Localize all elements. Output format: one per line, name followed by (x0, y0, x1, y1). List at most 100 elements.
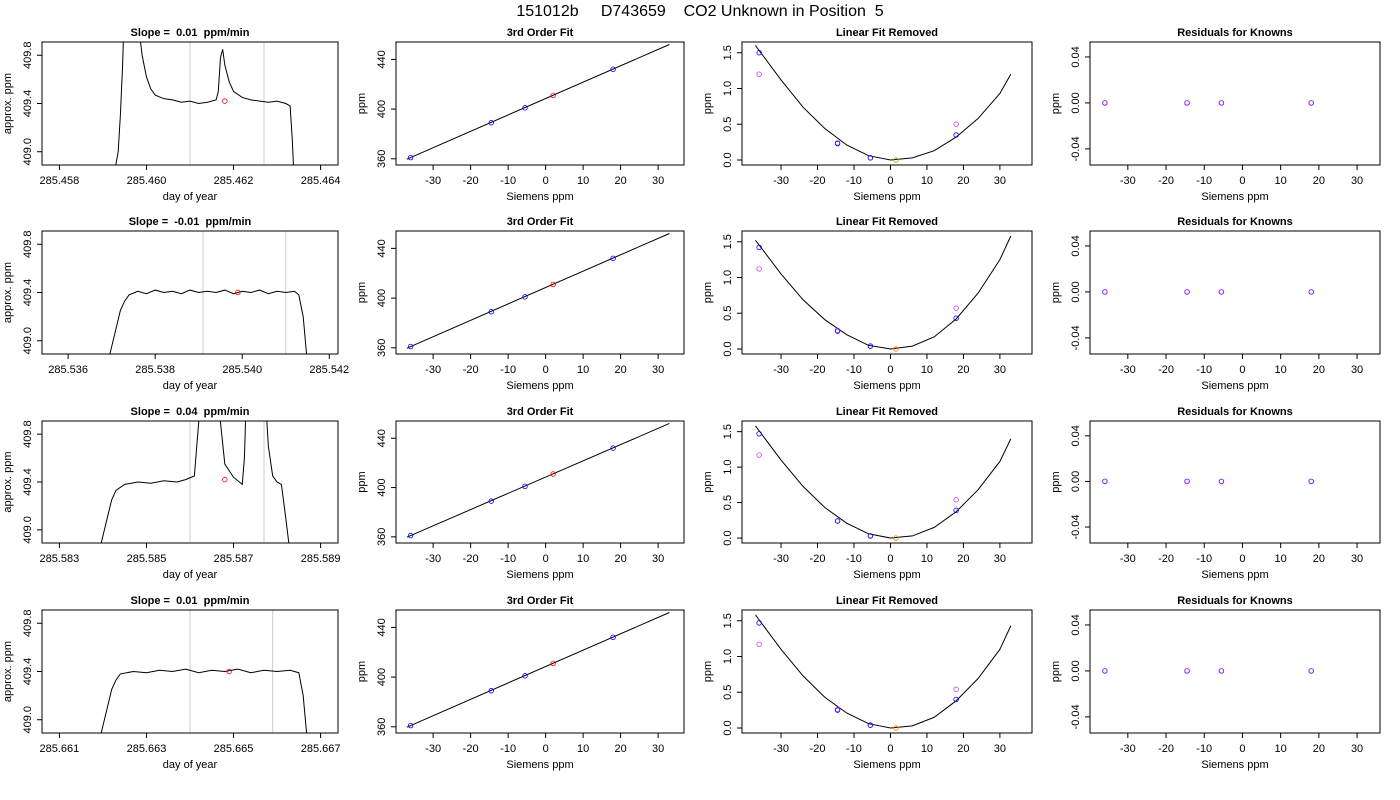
x-tick-label: -10 (500, 743, 516, 755)
marker-point (226, 668, 232, 675)
x-tick-label: 30 (652, 743, 664, 755)
y-tick-label: 409.4 (22, 658, 34, 686)
y-axis-label: ppm (702, 661, 714, 682)
plot-frame (1089, 609, 1381, 734)
fit-line (406, 44, 670, 160)
data-point (756, 452, 762, 458)
y-tick-label: 1.0 (722, 459, 734, 474)
data-point (522, 294, 528, 300)
data-point (610, 255, 616, 262)
x-tick-label: -20 (810, 743, 826, 755)
plot-frame (741, 609, 1033, 734)
panel-title: Residuals for Knowns (1177, 595, 1293, 607)
y-axis-label: ppm (1050, 282, 1062, 303)
x-tick-label: -30 (425, 364, 441, 376)
x-tick-label: 10 (577, 743, 589, 755)
x-tick-label: 285.661 (40, 743, 80, 755)
x-tick-label: 0 (543, 553, 549, 565)
data-point (1102, 289, 1108, 295)
x-tick-label: 20 (1313, 743, 1325, 755)
data-point (610, 66, 616, 73)
x-tick-label: 285.538 (135, 364, 175, 376)
y-tick-label: 409.0 (22, 138, 34, 166)
data-point (1308, 478, 1314, 485)
x-tick-label: 0 (1239, 743, 1245, 755)
x-tick-label: -10 (1196, 364, 1212, 376)
data-point (1184, 289, 1190, 295)
y-tick-label: 0.00 (1070, 281, 1082, 302)
x-tick-label: 20 (615, 743, 627, 755)
x-tick-label: 10 (921, 175, 933, 187)
plot-frame (395, 41, 685, 166)
x-tick-label: -30 (1120, 364, 1136, 376)
x-tick-label: 285.464 (301, 175, 341, 187)
panel-title: Linear Fit Removed (836, 406, 938, 418)
y-tick-label: 409.4 (22, 468, 34, 496)
x-tick-label: 20 (957, 364, 969, 376)
y-tick-label: 0.0 (722, 530, 734, 545)
marker-point (222, 98, 228, 104)
fit-line (755, 45, 1012, 161)
x-tick-label: 285.540 (222, 364, 262, 376)
y-tick-label: 0.0 (722, 720, 734, 735)
x-tick-label: 20 (615, 175, 627, 187)
plot-area (1102, 668, 1314, 674)
x-tick-label: 10 (921, 553, 933, 565)
x-tick-label: 10 (1275, 743, 1287, 755)
panel: Slope = 0.01 ppm/min day of year approx. p… (2, 595, 341, 771)
panel-title: Linear Fit Removed (836, 595, 938, 607)
y-tick-label: -0.04 (1070, 704, 1082, 729)
x-axis-label: Siemens ppm (853, 759, 920, 771)
data-point (1308, 289, 1314, 295)
y-axis-label: ppm (702, 282, 714, 303)
y-axis-label: approx. ppm (2, 262, 14, 323)
data-point (1218, 100, 1225, 106)
x-tick-label: 285.589 (301, 553, 341, 565)
y-tick-label: 360 (376, 718, 388, 736)
data-point (953, 696, 959, 703)
data-point (867, 533, 874, 539)
y-tick-label: 400 (376, 668, 388, 686)
y-tick-label: 0.0 (722, 152, 734, 167)
x-tick-label: 20 (1313, 175, 1325, 187)
x-tick-label: 10 (1275, 175, 1287, 187)
data-point (834, 328, 841, 334)
plot-frame (41, 609, 339, 734)
x-tick-label: 0 (543, 364, 549, 376)
plot-frame (1089, 230, 1381, 355)
y-tick-label: 409.4 (22, 90, 34, 118)
y-tick-label: 409.8 (22, 609, 34, 637)
x-tick-label: 0 (543, 743, 549, 755)
data-point (867, 155, 874, 161)
panel: Residuals for Knowns Siemens ppm ppm -30 -20… (1050, 595, 1381, 771)
x-tick-label: -20 (463, 743, 479, 755)
x-tick-label: -10 (500, 175, 516, 187)
x-tick-label: -10 (500, 553, 516, 565)
x-tick-label: 20 (615, 364, 627, 376)
x-tick-label: 285.536 (48, 364, 88, 376)
x-tick-label: 285.458 (40, 175, 80, 187)
y-axis-label: approx. ppm (2, 73, 14, 134)
x-tick-label: -10 (846, 743, 862, 755)
x-tick-label: -20 (1158, 175, 1174, 187)
fit-line (755, 235, 1012, 350)
x-tick-label: 20 (615, 553, 627, 565)
data-point (867, 722, 874, 728)
data-point (953, 686, 959, 693)
panel-title: 3rd Order Fit (507, 595, 574, 607)
panel-title: 3rd Order Fit (507, 406, 574, 418)
data-point (1102, 478, 1108, 485)
data-point (953, 507, 959, 514)
plot-area (100, 610, 308, 733)
x-tick-label: -10 (846, 175, 862, 187)
data-point (407, 154, 414, 161)
plot-frame (41, 41, 339, 166)
plot-frame (395, 609, 685, 734)
data-point (756, 641, 762, 648)
panel: Slope = 0.01 ppm/min day of year approx. p… (2, 27, 341, 203)
y-axis-label: approx. ppm (2, 641, 14, 702)
data-point (756, 620, 762, 626)
panel: Slope = 0.04 ppm/min day of year approx. p… (2, 406, 341, 581)
y-axis-label: ppm (1050, 661, 1062, 682)
